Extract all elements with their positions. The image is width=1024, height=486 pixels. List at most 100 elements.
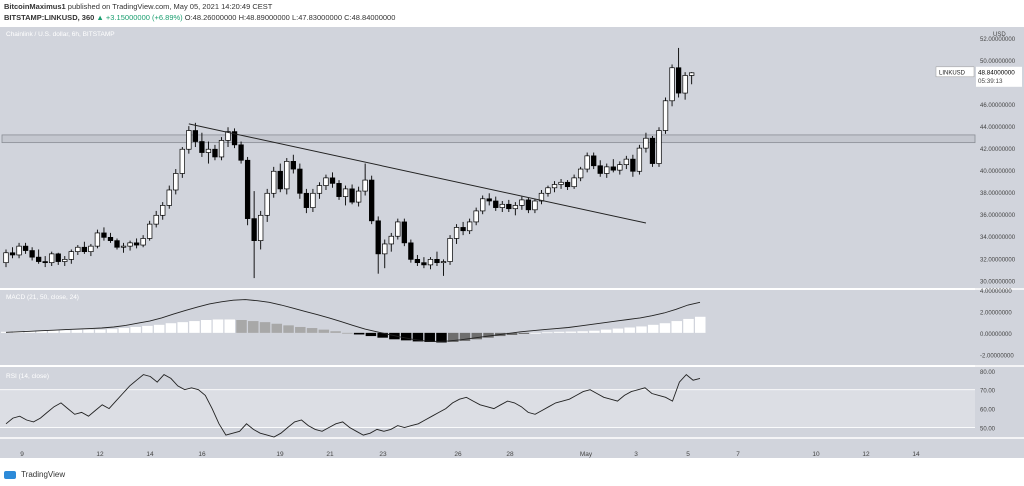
candle-body (49, 253, 55, 264)
candle-body (120, 245, 127, 248)
rsi-band (0, 389, 975, 428)
rsi-tick-label: 60.00 (980, 408, 996, 414)
candle-body (649, 137, 656, 164)
candle-body (310, 192, 316, 208)
candle-body (388, 235, 394, 245)
candle-body (493, 200, 499, 208)
macd-histogram-bar (200, 320, 212, 333)
candle-body (421, 262, 427, 266)
candle-body (636, 147, 643, 172)
candle-body (160, 205, 166, 216)
main-pane-bg (0, 27, 975, 288)
candle-body (453, 227, 460, 239)
last-price-symbol: LINKUSD (939, 70, 966, 76)
candle-body (107, 236, 114, 241)
macd-histogram-bar (671, 321, 682, 333)
candle-body (62, 259, 68, 262)
candle-body (558, 181, 564, 185)
candle-body (669, 67, 675, 102)
macd-histogram-bar (365, 332, 377, 337)
candle-body (42, 261, 48, 264)
macd-histogram-bar (471, 332, 483, 340)
x-tick-label: 23 (379, 451, 387, 458)
candle-body (480, 198, 486, 212)
candle-body (290, 161, 296, 170)
candle-body (75, 246, 81, 253)
price-chart[interactable]: 30.0000000032.0000000034.0000000036.0000… (0, 27, 1024, 470)
candle-body (401, 221, 407, 244)
candle-body (610, 166, 616, 171)
macd-histogram-bar (306, 328, 318, 333)
low-label: L:47.83000000 (291, 13, 343, 22)
candle-body (94, 232, 101, 247)
descending-trendline (188, 123, 647, 224)
macd-histogram-bar (518, 332, 530, 334)
currency-label: USD (993, 32, 1006, 38)
change-arrow-icon: ▲ (96, 13, 104, 22)
author-name[interactable]: BitcoinMaximus1 (4, 2, 66, 11)
x-tick-label: 28 (506, 451, 514, 458)
x-tick-label: 26 (454, 451, 462, 458)
macd-histogram-bar (377, 332, 388, 338)
y-tick-label: 38.00000000 (980, 191, 1016, 197)
macd-histogram-bar (483, 332, 494, 338)
candle-body (427, 259, 434, 266)
last-price-symbol-box (935, 66, 975, 78)
macd-line (5, 299, 701, 342)
y-tick-label: 52.00000000 (980, 37, 1016, 43)
candle-body (643, 137, 649, 149)
high-label: H:48.89000000 (238, 13, 290, 22)
x-tick-label: 7 (736, 451, 740, 458)
candle-body (362, 179, 368, 192)
candle-body (682, 75, 688, 94)
y-tick-label: 50.00000000 (980, 59, 1016, 65)
ohlc-line: BITSTAMP:LINKUSD, 360 ▲ +3.15000000 (+6.… (4, 13, 395, 22)
candle-body (55, 253, 61, 262)
macd-histogram-bar (177, 322, 188, 333)
candle-body (218, 140, 225, 158)
macd-histogram-bar (153, 324, 165, 333)
candle-body (22, 245, 29, 251)
macd-histogram-bar (24, 330, 36, 333)
macd-histogram-bar (353, 332, 365, 335)
close-label: C:48.84000000 (344, 13, 396, 22)
candle-body (297, 168, 303, 194)
last-price-box (976, 66, 1022, 87)
macd-histogram-bar (95, 329, 106, 333)
macd-histogram-bar (318, 329, 330, 333)
candle-body (349, 188, 355, 203)
candle-body (512, 205, 518, 210)
candle-body (251, 218, 257, 241)
rsi-tick-label: 50.00 (980, 427, 996, 433)
candle-body (231, 131, 238, 146)
x-tick-label: 12 (96, 451, 104, 458)
candle-body (434, 259, 440, 264)
macd-histogram-bar (71, 329, 83, 333)
candle-body (284, 161, 290, 190)
macd-histogram-bar (612, 328, 624, 333)
countdown-label: 05:39:13 (978, 78, 1003, 85)
macd-histogram-bar (542, 332, 553, 334)
candle-body (277, 170, 283, 190)
candle-body (114, 240, 120, 248)
candle-body (460, 227, 466, 232)
candle-body (9, 252, 16, 256)
brand-label: TradingView (21, 470, 66, 479)
macd-histogram-bar (600, 329, 612, 333)
candle-body (68, 251, 74, 260)
candle-body (506, 203, 512, 210)
candle-body (532, 200, 538, 211)
x-tick-label: 14 (912, 451, 920, 458)
macd-histogram-bar (224, 319, 235, 333)
macd-histogram-bar (436, 332, 447, 343)
macd-histogram-bar (553, 331, 565, 333)
candle-body (179, 148, 185, 174)
macd-histogram-bar (412, 332, 424, 342)
rsi-tick-label: 70.00 (980, 389, 996, 395)
candle-body (336, 183, 342, 197)
x-tick-label: 9 (20, 451, 24, 458)
candle-body (238, 144, 244, 161)
macd-histogram-bar (447, 332, 459, 342)
candle-body (355, 190, 362, 203)
candle-body (133, 242, 140, 246)
